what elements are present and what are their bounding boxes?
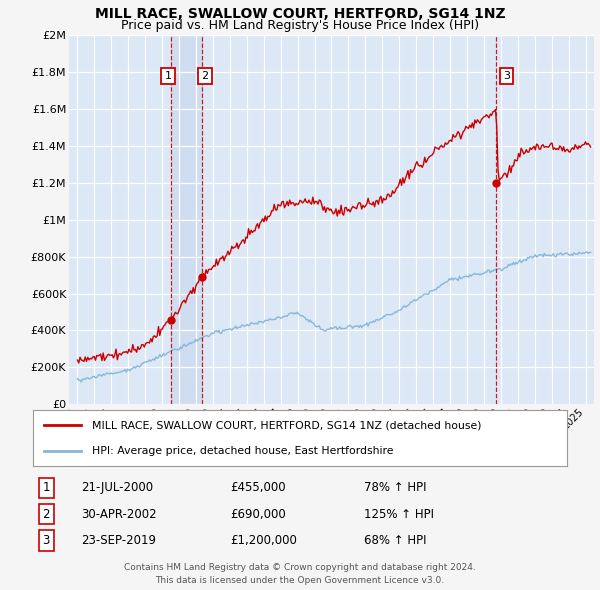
Text: Contains HM Land Registry data © Crown copyright and database right 2024.
This d: Contains HM Land Registry data © Crown c… [124, 563, 476, 585]
Text: 2: 2 [202, 71, 209, 81]
Bar [172, 35, 202, 404]
Text: 3: 3 [43, 534, 50, 547]
Text: 23-SEP-2019: 23-SEP-2019 [81, 534, 156, 547]
Text: 2: 2 [43, 508, 50, 521]
Text: 1: 1 [164, 71, 172, 81]
Text: 21-JUL-2000: 21-JUL-2000 [81, 481, 153, 494]
Text: £1,200,000: £1,200,000 [230, 534, 298, 547]
Text: MILL RACE, SWALLOW COURT, HERTFORD, SG14 1NZ (detached house): MILL RACE, SWALLOW COURT, HERTFORD, SG14… [92, 420, 481, 430]
Text: 3: 3 [503, 71, 510, 81]
Text: 78% ↑ HPI: 78% ↑ HPI [364, 481, 427, 494]
Text: £455,000: £455,000 [230, 481, 286, 494]
Text: £690,000: £690,000 [230, 508, 286, 521]
Text: 1: 1 [43, 481, 50, 494]
Text: HPI: Average price, detached house, East Hertfordshire: HPI: Average price, detached house, East… [92, 446, 393, 456]
Text: Price paid vs. HM Land Registry's House Price Index (HPI): Price paid vs. HM Land Registry's House … [121, 19, 479, 32]
Text: MILL RACE, SWALLOW COURT, HERTFORD, SG14 1NZ: MILL RACE, SWALLOW COURT, HERTFORD, SG14… [95, 7, 505, 21]
Text: 68% ↑ HPI: 68% ↑ HPI [364, 534, 427, 547]
Text: 125% ↑ HPI: 125% ↑ HPI [364, 508, 434, 521]
Text: 30-APR-2002: 30-APR-2002 [81, 508, 157, 521]
